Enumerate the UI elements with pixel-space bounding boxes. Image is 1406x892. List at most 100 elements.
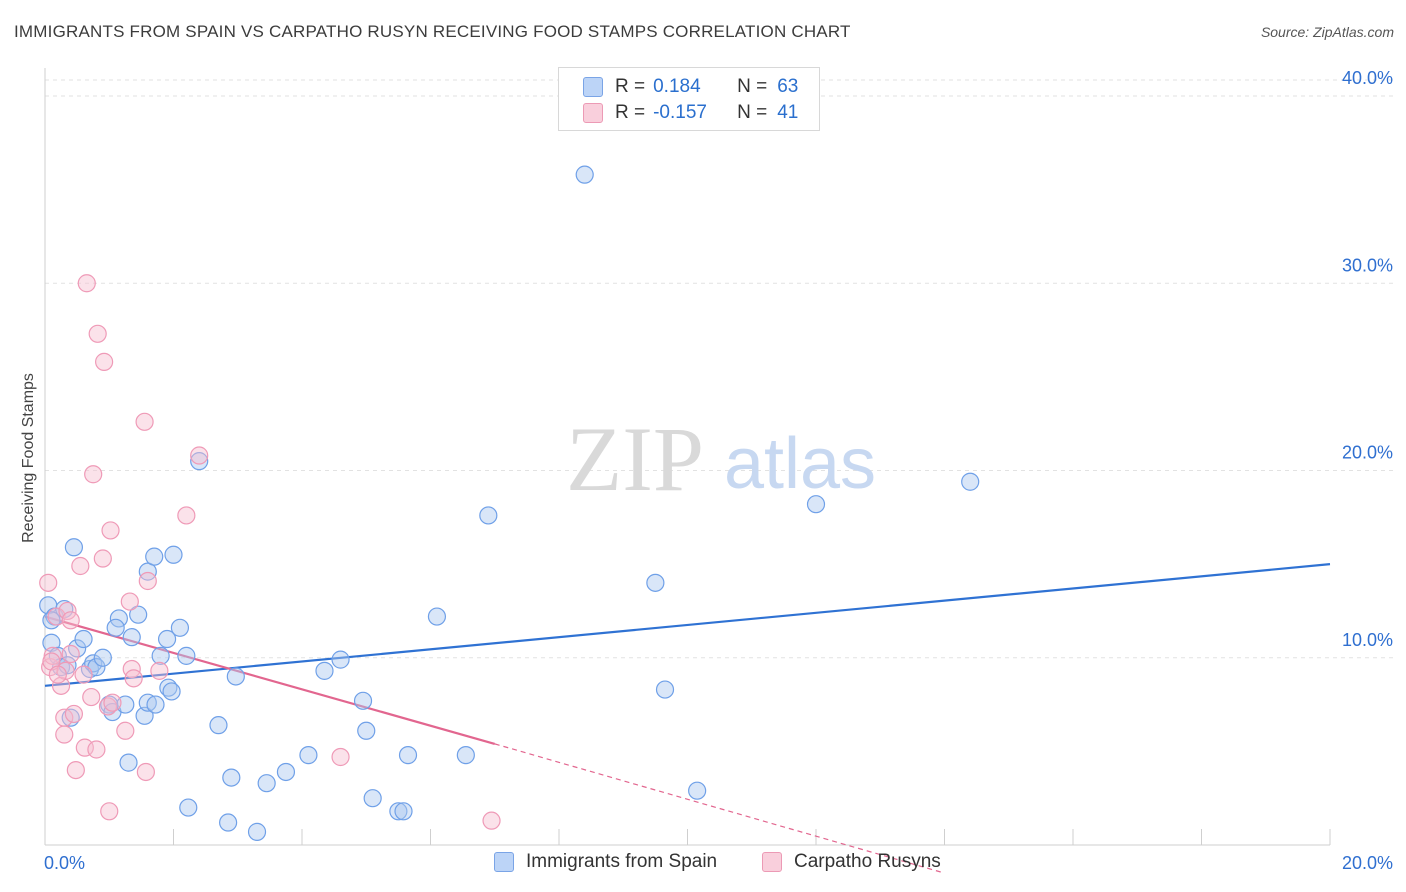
point-rusyn (77, 274, 96, 293)
point-spain (157, 629, 177, 649)
blue-swatch (583, 77, 603, 97)
r-label: R = (615, 102, 646, 123)
point-spain (353, 691, 373, 710)
point-rusyn (135, 412, 154, 431)
pink-swatch (583, 103, 603, 123)
stats-legend: R = 0.184 N = 63 R = -0.157 N = 41 (558, 67, 820, 131)
point-rusyn (331, 747, 350, 767)
point-rusyn (64, 704, 84, 724)
watermark-zip: ZIP (566, 408, 704, 510)
point-rusyn (43, 646, 62, 665)
point-spain (479, 506, 498, 525)
point-spain (74, 629, 93, 649)
point-spain (389, 802, 408, 821)
chart-title: IMMIGRANTS FROM SPAIN VS CARPATHO RUSYN … (14, 22, 851, 41)
y-tick-label: 30.0% (1342, 255, 1393, 275)
point-rusyn (41, 658, 60, 677)
legend-item-rusyn: Carpatho Rusyns (762, 851, 941, 873)
point-rusyn (116, 721, 135, 740)
y-tick-label: 20.0% (1342, 443, 1393, 463)
point-spain (119, 753, 138, 772)
point-spain (398, 746, 418, 765)
point-spain (122, 628, 141, 647)
point-rusyn (138, 571, 157, 591)
n-value: 41 (777, 102, 799, 123)
point-spain (315, 661, 334, 680)
point-spain (64, 538, 84, 557)
point-rusyn (101, 521, 120, 540)
n-value: 63 (777, 76, 799, 97)
point-spain (655, 680, 675, 699)
point-rusyn (150, 661, 169, 680)
axes (44, 68, 1331, 846)
data-points (39, 165, 980, 841)
point-rusyn (87, 740, 106, 759)
point-spain (575, 165, 594, 184)
r-label: R = (615, 76, 646, 97)
watermark-atlas: atlas (724, 424, 876, 504)
point-spain (209, 716, 228, 735)
n-label: N = (737, 76, 768, 97)
legend-label-rusyn: Carpatho Rusyns (794, 851, 941, 872)
y-tick-label: 40.0% (1342, 68, 1393, 88)
blue-swatch (494, 852, 514, 872)
point-spain (646, 573, 665, 592)
point-spain (42, 633, 61, 652)
point-rusyn (84, 465, 103, 484)
point-rusyn (177, 506, 196, 525)
point-spain (456, 746, 475, 765)
point-rusyn (482, 811, 501, 830)
point-spain (190, 452, 209, 471)
point-spain (247, 822, 267, 841)
point-rusyn (66, 760, 85, 780)
point-rusyn (93, 549, 112, 568)
point-spain (93, 648, 112, 667)
trend-line-rusyn (44, 615, 496, 745)
point-spain (162, 682, 181, 701)
point-spain (151, 646, 170, 665)
legend-item-spain: Immigrants from Spain (494, 851, 717, 873)
point-spain (55, 599, 74, 619)
point-spain (427, 607, 447, 626)
point-rusyn (74, 665, 93, 684)
point-spain (331, 650, 350, 669)
point-rusyn (71, 556, 90, 576)
point-spain (276, 762, 296, 782)
stats-row-spain: R = 0.184 N = 63 (583, 75, 798, 99)
point-spain (394, 802, 413, 821)
point-spain (363, 789, 382, 808)
point-rusyn (95, 352, 114, 371)
y-tick-label: 10.0% (1342, 630, 1393, 650)
pink-swatch (762, 852, 782, 872)
stats-row-rusyn: R = -0.157 N = 41 (583, 101, 798, 125)
n-label: N = (737, 102, 768, 123)
point-rusyn (103, 693, 122, 712)
point-rusyn (75, 738, 94, 757)
legend-label-spain: Immigrants from Spain (526, 851, 718, 872)
point-rusyn (55, 725, 74, 744)
point-spain (806, 495, 826, 514)
point-rusyn (136, 762, 155, 782)
point-rusyn (190, 446, 209, 465)
point-spain (179, 798, 198, 817)
point-rusyn (120, 592, 139, 611)
point-spain (146, 695, 165, 714)
point-rusyn (47, 607, 66, 626)
trend-line-spain (44, 563, 1331, 687)
x-tick-label: 0.0% (44, 853, 85, 873)
point-rusyn (51, 676, 71, 695)
tick-labels: 10.0% 20.0% 30.0% 40.0% 0.0% 20.0% (44, 68, 1393, 873)
source-label: Source: ZipAtlas.com (1260, 24, 1394, 40)
point-spain (129, 605, 148, 624)
point-rusyn (100, 802, 119, 821)
point-spain (222, 768, 241, 787)
point-rusyn (61, 644, 80, 664)
point-rusyn (82, 687, 101, 707)
point-rusyn (88, 324, 107, 343)
point-spain (257, 774, 276, 793)
r-value: 0.184 (653, 76, 701, 97)
point-spain (226, 667, 245, 686)
point-spain (138, 562, 157, 581)
point-spain (961, 472, 980, 491)
